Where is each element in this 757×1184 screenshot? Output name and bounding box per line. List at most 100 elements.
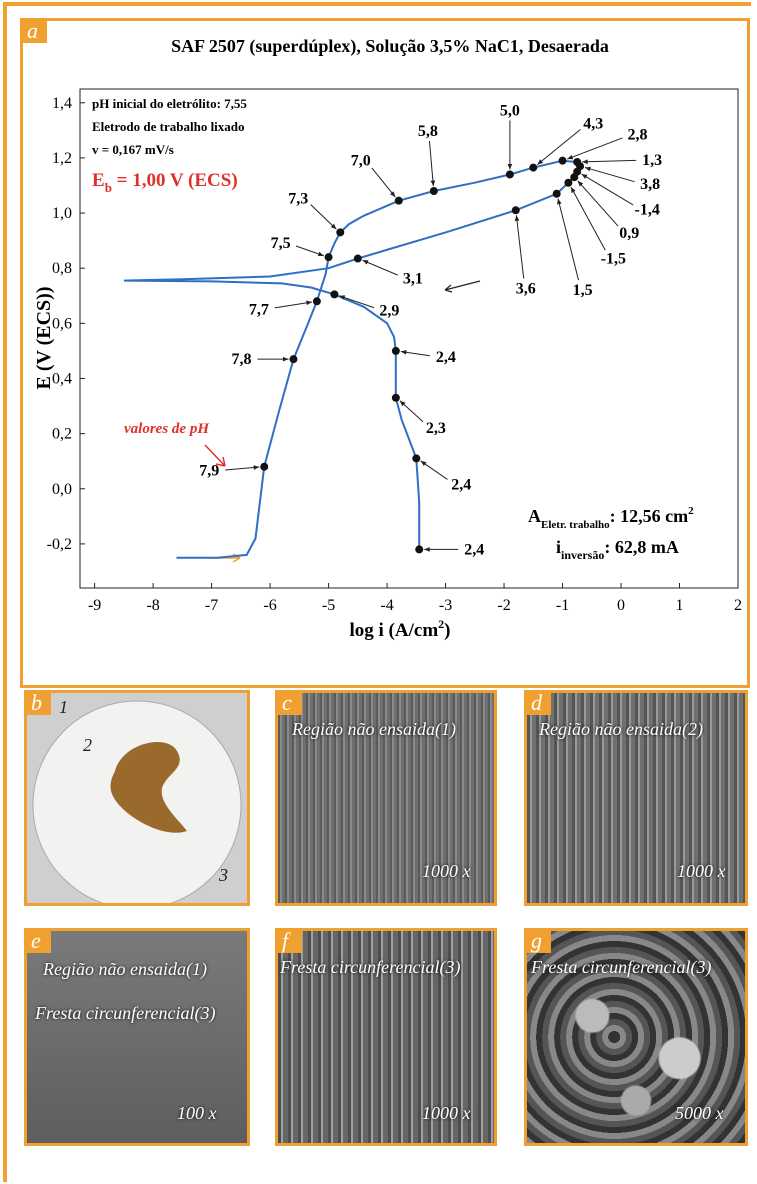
caption: Fresta circunferencial(3)	[35, 1003, 215, 1024]
ph-point	[512, 206, 520, 214]
label: 2	[83, 735, 92, 756]
eb-part: = 1,00 V (ECS)	[112, 170, 238, 191]
label: 3	[219, 865, 228, 886]
pointer	[372, 168, 396, 197]
y-tick-label: 0,0	[52, 481, 72, 498]
pointer-head	[582, 159, 588, 164]
ph-label: 2,8	[628, 127, 648, 144]
pointer-head	[515, 215, 520, 221]
caption: Região não ensaida(1)	[292, 719, 456, 740]
current-part: : 62,8 mA	[604, 537, 679, 557]
y-tick-label: 0,4	[52, 370, 72, 387]
scan-arrow	[445, 281, 480, 292]
panel-letter: f	[278, 931, 302, 953]
panel-d: d Região não ensaida(2) 1000 x	[524, 690, 748, 906]
ph-point	[559, 157, 567, 165]
ph-label: 3,1	[403, 271, 423, 288]
ph-point	[313, 297, 321, 305]
ph-point	[415, 545, 423, 553]
current-note: iinversão: 62,8 mA	[556, 537, 679, 562]
note: Eletrodo de trabalho lixado	[92, 119, 245, 134]
ph-point	[330, 290, 338, 298]
area-note: AEletr. trabalho: 12,56 cm2	[528, 505, 694, 531]
ph-point	[553, 190, 561, 198]
eb-sub: b	[105, 180, 112, 195]
note: pH inicial do eletrólito: 7,55	[92, 96, 247, 111]
ph-label: -1,4	[634, 202, 659, 219]
ph-point	[395, 197, 403, 205]
chart-title: SAF 2507 (superdúplex), Solução 3,5% NaC…	[171, 36, 609, 57]
ph-label: 2,9	[379, 302, 399, 319]
area-sub: Eletr. trabalho	[541, 519, 610, 531]
y-tick-label: 0,6	[52, 315, 72, 332]
ph-point	[564, 179, 572, 187]
ph-point	[392, 347, 400, 355]
pointer	[578, 181, 618, 226]
pointer	[363, 260, 398, 275]
ph-label: 2,4	[464, 541, 484, 558]
ph-label: 7,7	[249, 301, 269, 318]
note: v = 0,167 mV/s	[92, 142, 174, 157]
x-tick-label: -6	[263, 597, 276, 614]
pointer-head	[401, 350, 407, 355]
caption: Fresta circunferencial(3)	[531, 957, 711, 978]
x-tick-label: 0	[617, 597, 625, 614]
ph-label: 0,9	[619, 225, 639, 242]
ph-label: 2,3	[426, 420, 446, 437]
ph-label: 1,5	[573, 282, 593, 299]
pointer	[567, 138, 622, 159]
x-axis-label-part: )	[444, 620, 450, 641]
ph-label: 7,8	[231, 351, 251, 368]
y-tick-label: 1,2	[52, 150, 72, 167]
panel-f: f Fresta circunferencial(3) 1000 x	[275, 928, 497, 1146]
panel-letter: g	[527, 931, 551, 953]
area-part: : 12,56 cm	[610, 506, 688, 526]
pointer	[582, 160, 636, 162]
x-tick-label: -5	[322, 597, 335, 614]
caption: Região não ensaida(2)	[539, 719, 703, 740]
magnification: 1000 x	[677, 861, 726, 882]
ph-point	[325, 253, 333, 261]
label: 1	[59, 697, 68, 718]
magnification: 5000 x	[675, 1103, 724, 1124]
x-tick-label: -3	[439, 597, 452, 614]
ph-point	[506, 170, 514, 178]
pointer-head	[306, 301, 312, 306]
caption: Região não ensaida(1)	[43, 959, 207, 980]
ph-point	[430, 187, 438, 195]
ph-label: 1,3	[642, 152, 662, 169]
page: a SAF 2507 (superdúplex), Solução 3,5% N…	[0, 0, 757, 1184]
ph-point	[289, 355, 297, 363]
caption: Fresta circunferencial(3)	[280, 957, 460, 978]
ph-point	[354, 255, 362, 263]
pointer-head	[318, 252, 324, 256]
ph-point	[529, 164, 537, 172]
pointer-head	[582, 174, 588, 179]
pointer-head	[283, 357, 289, 362]
eb-part: E	[92, 170, 105, 191]
ph-point	[570, 173, 578, 181]
y-tick-label: 1,4	[52, 95, 72, 112]
panel-e: e Região não ensaida(1) Fresta circunfer…	[24, 928, 250, 1146]
pointer-head	[585, 167, 591, 171]
pointer-head	[424, 547, 430, 552]
magnification: 1000 x	[422, 861, 471, 882]
ph-label: 5,8	[418, 123, 438, 140]
x-tick-label: -4	[380, 597, 393, 614]
panel-c: c Região não ensaida(1) 1000 x	[275, 690, 497, 906]
x-tick-label: -1	[556, 597, 569, 614]
pointer	[516, 215, 523, 278]
y-tick-label: 0,8	[52, 260, 72, 277]
area-part: A	[528, 506, 541, 526]
magnification: 100 x	[177, 1103, 217, 1124]
pointer-head	[567, 155, 573, 159]
x-tick-label: -8	[146, 597, 159, 614]
x-tick-label: -7	[205, 597, 218, 614]
pointer	[585, 167, 635, 181]
pointer	[429, 141, 433, 186]
x-axis-label: log i (A/cm2)	[350, 617, 451, 641]
pointer	[275, 302, 312, 308]
ph-point	[260, 463, 268, 471]
ph-point	[336, 228, 344, 236]
y-tick-label: -0,2	[47, 536, 72, 553]
